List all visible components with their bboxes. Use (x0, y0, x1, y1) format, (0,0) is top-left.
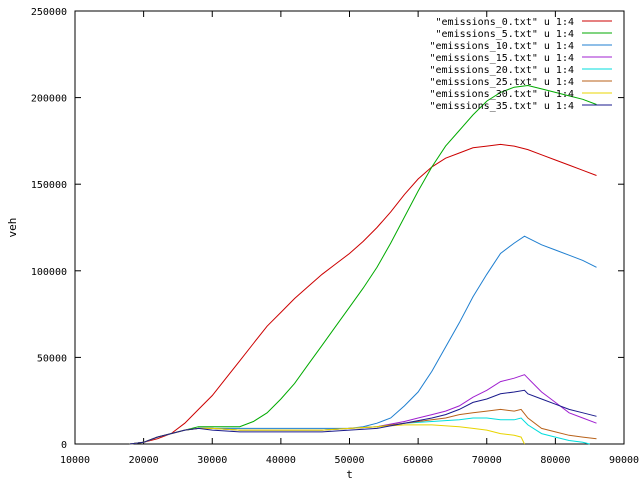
legend-label: "emissions_0.txt" u 1:4 (436, 17, 574, 28)
y-tick-label: 200000 (31, 94, 67, 105)
y-tick-label: 50000 (37, 353, 67, 364)
series-line-7 (129, 389, 597, 445)
legend-label: "emissions_10.txt" u 1:4 (430, 41, 575, 52)
legend-label: "emissions_5.txt" u 1:4 (436, 29, 574, 40)
series-lines (129, 84, 597, 445)
legend-label: "emissions_30.txt" u 1:4 (430, 89, 575, 100)
x-axis-title: t (346, 468, 353, 480)
x-tick-label: 40000 (266, 455, 296, 466)
x-tick-label: 30000 (197, 455, 227, 466)
y-tick-label: 100000 (31, 267, 67, 278)
legend-label: "emissions_15.txt" u 1:4 (430, 53, 575, 64)
series-line-4 (129, 417, 590, 445)
axis-ticks: 10000 20000 30000 40000 50000 60000 70000 80000… (31, 7, 639, 466)
y-tick-label: 0 (61, 440, 67, 451)
legend-label: "emissions_20.txt" u 1:4 (430, 65, 575, 76)
x-tick-label: 80000 (540, 455, 570, 466)
series-line-2 (129, 235, 597, 445)
x-tick-label: 60000 (403, 455, 433, 466)
series-line-6 (129, 424, 525, 445)
series-line-1 (129, 84, 597, 445)
x-tick-label: 10000 (60, 455, 90, 466)
x-tick-label: 70000 (472, 455, 502, 466)
y-axis-title: veh (6, 218, 19, 238)
series-line-0 (129, 143, 597, 445)
x-tick-label: 90000 (609, 455, 639, 466)
x-tick-label: 20000 (129, 455, 159, 466)
y-tick-label: 250000 (31, 7, 67, 18)
legend-label: "emissions_25.txt" u 1:4 (430, 77, 575, 88)
series-line-3 (129, 374, 597, 445)
y-tick-label: 150000 (31, 180, 67, 191)
legend: "emissions_0.txt" u 1:4"emissions_5.txt"… (430, 17, 612, 112)
x-tick-label: 50000 (334, 455, 364, 466)
legend-label: "emissions_35.txt" u 1:4 (430, 101, 575, 112)
